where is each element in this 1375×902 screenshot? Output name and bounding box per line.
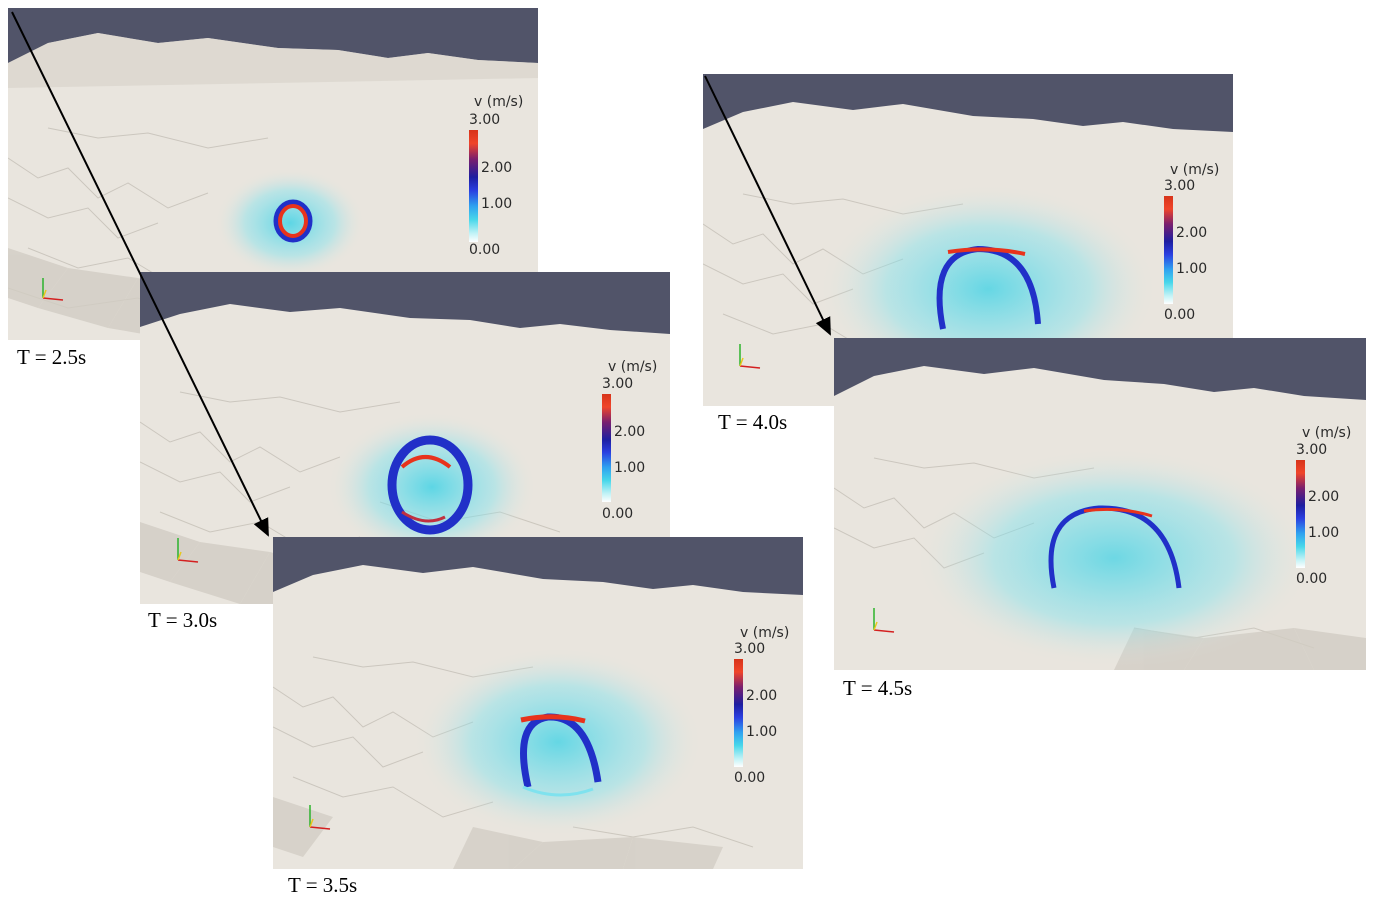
terrain-scene bbox=[273, 537, 803, 869]
colorbar-title: v (m/s) bbox=[608, 359, 658, 375]
colorbar-tick: 0.00 bbox=[1296, 571, 1328, 587]
colorbar-tick: 0.00 bbox=[602, 506, 634, 522]
colorbar bbox=[734, 659, 743, 767]
colorbar-tick: 0.00 bbox=[734, 770, 766, 786]
colorbar-tick: 0.00 bbox=[469, 242, 501, 258]
colorbar-tick: 3.00 bbox=[734, 641, 766, 657]
axes-triad-icon bbox=[739, 344, 761, 369]
colorbar-tick: 2.00 bbox=[481, 160, 513, 176]
colorbar-tick: 2.00 bbox=[614, 424, 646, 440]
time-caption: T = 4.0s bbox=[718, 410, 788, 434]
colorbar-tick: 1.00 bbox=[1308, 525, 1340, 541]
colorbar-tick: 1.00 bbox=[746, 724, 778, 740]
time-caption: T = 3.0s bbox=[148, 608, 218, 632]
terrain-scene bbox=[834, 338, 1366, 670]
time-caption: T = 2.5s bbox=[17, 345, 87, 369]
colorbar bbox=[1164, 196, 1173, 304]
colorbar-tick: 3.00 bbox=[1296, 442, 1328, 458]
simulation-panel-t3.5: v (m/s) 3.00 2.00 1.00 0.00 bbox=[273, 537, 803, 869]
colorbar-tick: 3.00 bbox=[602, 376, 634, 392]
colorbar-tick: 2.00 bbox=[746, 688, 778, 704]
colorbar bbox=[1296, 460, 1305, 568]
colorbar-title: v (m/s) bbox=[474, 94, 524, 110]
colorbar bbox=[602, 394, 611, 502]
simulation-panel-t4.5: v (m/s) 3.00 2.00 1.00 0.00 bbox=[834, 338, 1366, 670]
colorbar-tick: 2.00 bbox=[1308, 489, 1340, 505]
colorbar-tick: 3.00 bbox=[469, 112, 501, 128]
colorbar-tick: 2.00 bbox=[1176, 225, 1208, 241]
colorbar-title: v (m/s) bbox=[1302, 425, 1352, 441]
colorbar-tick: 0.00 bbox=[1164, 307, 1196, 323]
colorbar-tick: 3.00 bbox=[1164, 178, 1196, 194]
colorbar-tick: 1.00 bbox=[614, 460, 646, 476]
axes-triad-icon bbox=[177, 538, 199, 563]
time-caption: T = 3.5s bbox=[288, 873, 358, 897]
colorbar-tick: 1.00 bbox=[481, 196, 513, 212]
colorbar-title: v (m/s) bbox=[740, 625, 790, 641]
axes-triad-icon bbox=[873, 608, 895, 633]
time-caption: T = 4.5s bbox=[843, 676, 913, 700]
colorbar-tick: 1.00 bbox=[1176, 261, 1208, 277]
colorbar bbox=[469, 130, 478, 242]
colorbar-title: v (m/s) bbox=[1170, 162, 1220, 178]
axes-triad-icon bbox=[309, 805, 331, 830]
